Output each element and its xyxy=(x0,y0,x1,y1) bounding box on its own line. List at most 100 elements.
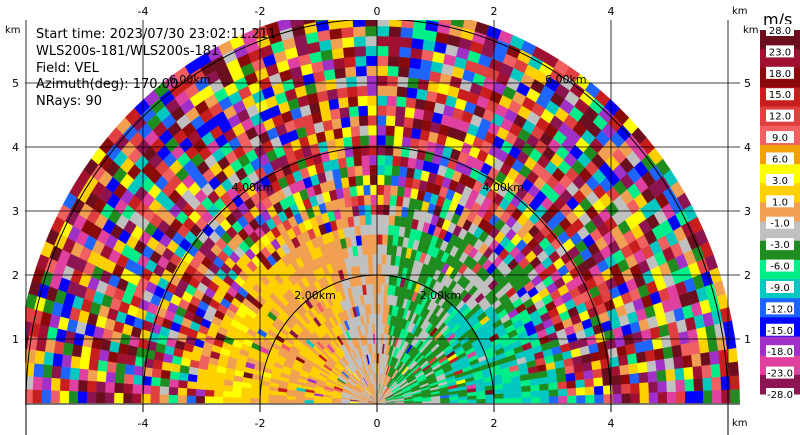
sweep-gate xyxy=(368,154,378,166)
x-unit-bottom: km xyxy=(732,418,748,429)
sweep-gate xyxy=(392,235,399,246)
sweep-gate xyxy=(376,194,384,205)
sweep-gate xyxy=(421,49,434,62)
sweep-gate xyxy=(635,351,647,364)
sweep-gate xyxy=(249,398,260,404)
sweep-gate xyxy=(419,129,430,142)
sweep-gate xyxy=(352,20,366,28)
sweep-gate xyxy=(664,357,675,370)
sweep-gate xyxy=(376,55,389,67)
sweep-gate xyxy=(87,369,98,382)
sweep-gate xyxy=(721,389,731,404)
sweep-gate xyxy=(328,98,340,111)
sweep-gate xyxy=(359,125,369,136)
sweep-gate xyxy=(366,234,373,245)
sweep-gate xyxy=(168,379,179,388)
sweep-gate xyxy=(503,392,514,399)
sweep-gate xyxy=(646,360,657,373)
colorbar-level-label: 9.0 xyxy=(772,133,788,144)
sweep-gate xyxy=(611,374,622,386)
sweep-gate xyxy=(638,371,649,384)
sweep-gate xyxy=(725,333,737,350)
sweep-gate xyxy=(397,175,407,188)
sweep-gate xyxy=(512,391,523,398)
sweep-gate xyxy=(386,234,394,246)
sweep-gate xyxy=(364,214,372,226)
sweep-gate xyxy=(400,26,414,39)
sweep-gate xyxy=(404,176,414,189)
sweep-gate xyxy=(357,95,368,107)
range-ring-label: 4.00km xyxy=(482,181,524,194)
sweep-gate xyxy=(340,26,354,39)
sweep-gate xyxy=(105,371,116,384)
sweep-gate xyxy=(398,46,412,58)
sweep-gate xyxy=(345,156,355,168)
range-ring-label: 6.00km xyxy=(545,73,587,86)
y-tick-label-right: 3 xyxy=(744,205,751,218)
sweep-gate xyxy=(364,204,372,216)
sweep-gate xyxy=(387,224,395,236)
sweep-gate xyxy=(730,389,740,404)
sweep-gate xyxy=(367,254,373,265)
sweep-gate xyxy=(366,85,378,96)
sweep-gate xyxy=(376,263,382,275)
sweep-gate xyxy=(381,254,387,265)
sweep-gate xyxy=(585,394,595,404)
sweep-gate xyxy=(86,391,97,404)
sweep-gate xyxy=(366,244,373,255)
sweep-gate xyxy=(214,384,224,392)
sweep-gate xyxy=(331,117,342,130)
sweep-gate xyxy=(376,174,385,186)
sweep-gate xyxy=(115,362,126,375)
colorbar-level-label: -18.0 xyxy=(767,347,793,358)
sweep-gate xyxy=(346,166,356,178)
sweep-gate xyxy=(159,394,169,404)
sweep-gate xyxy=(593,385,604,395)
sweep-gate xyxy=(381,244,388,255)
sweep-gate xyxy=(720,375,731,390)
sweep-gate xyxy=(396,86,408,98)
sweep-gate xyxy=(241,387,251,394)
velocity-sweep xyxy=(25,20,740,404)
sweep-gate xyxy=(86,380,97,393)
sweep-gate xyxy=(403,116,414,129)
sweep-gate xyxy=(494,398,505,404)
sweep-gate xyxy=(347,175,357,188)
sweep-gate xyxy=(593,376,604,387)
sweep-gate xyxy=(575,386,586,396)
sweep-gate xyxy=(405,167,415,179)
sweep-gate xyxy=(629,372,640,384)
sweep-gate xyxy=(320,49,333,62)
sweep-gate xyxy=(376,313,380,324)
colorbar-level-label: 28.0 xyxy=(769,26,791,37)
y-tick-label: 4 xyxy=(12,141,19,154)
sweep-gate xyxy=(388,26,402,38)
range-ring-label: 2.00km xyxy=(420,289,462,302)
sweep-gate xyxy=(358,214,366,226)
sweep-gate xyxy=(322,400,332,404)
sweep-gate xyxy=(539,383,550,391)
sweep-gate xyxy=(77,391,88,404)
sweep-gate xyxy=(399,36,413,48)
sweep-gate xyxy=(675,379,686,392)
sweep-gate xyxy=(665,368,676,382)
sweep-gate xyxy=(366,65,378,76)
sweep-gate xyxy=(406,87,418,99)
sweep-gate xyxy=(450,20,465,28)
sweep-gate xyxy=(186,388,197,397)
x-tick-label: 2 xyxy=(491,417,498,430)
sweep-gate xyxy=(195,389,206,397)
sweep-gate xyxy=(213,396,224,404)
sweep-gate xyxy=(380,293,385,305)
sweep-gate xyxy=(383,184,392,196)
colorbar-level-label: 15.0 xyxy=(769,90,791,101)
sweep-gate xyxy=(617,354,629,366)
sweep-gate xyxy=(398,166,408,178)
sweep-gate xyxy=(373,283,378,295)
sweep-gate xyxy=(168,394,178,404)
sweep-gate xyxy=(621,383,631,394)
sweep-gate xyxy=(70,355,81,369)
sweep-gate xyxy=(417,139,429,151)
sweep-gate xyxy=(648,392,659,404)
sweep-gate xyxy=(132,384,142,395)
